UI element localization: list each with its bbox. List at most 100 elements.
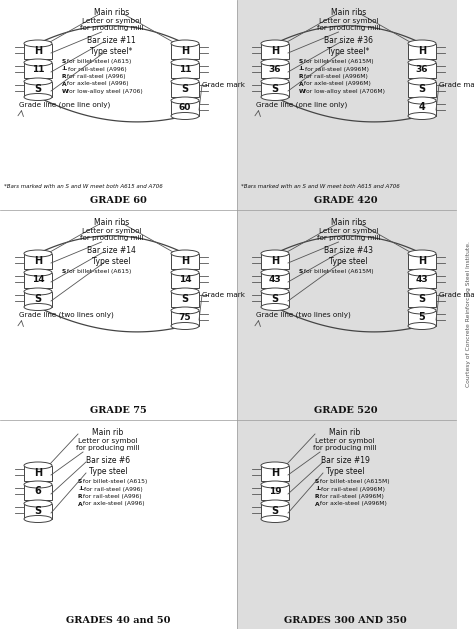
Ellipse shape	[261, 269, 289, 276]
Bar	[171, 62, 199, 78]
Text: GRADES 40 and 50: GRADES 40 and 50	[66, 616, 171, 625]
Bar	[408, 253, 436, 269]
Bar	[408, 311, 436, 326]
Text: 75: 75	[179, 313, 191, 322]
Bar	[261, 62, 289, 78]
Text: .L: .L	[78, 486, 84, 491]
Text: Grade line (one line only): Grade line (one line only)	[19, 102, 110, 108]
Text: S: S	[299, 59, 303, 64]
Bar	[408, 62, 436, 78]
Text: S: S	[315, 479, 319, 484]
Bar	[261, 465, 289, 481]
Text: Letter or symbol
for producing mill: Letter or symbol for producing mill	[317, 228, 380, 241]
Text: for billet-steel (A615): for billet-steel (A615)	[64, 269, 131, 274]
Ellipse shape	[24, 462, 52, 469]
Text: Bar size #11: Bar size #11	[87, 36, 136, 45]
Text: H: H	[418, 45, 426, 55]
Text: 4: 4	[419, 103, 425, 113]
Ellipse shape	[171, 97, 199, 104]
Text: Type steel: Type steel	[92, 257, 131, 266]
Ellipse shape	[408, 269, 436, 276]
Ellipse shape	[261, 462, 289, 469]
Text: Bar size #36: Bar size #36	[324, 36, 373, 45]
Ellipse shape	[171, 288, 199, 295]
Ellipse shape	[24, 250, 52, 257]
Text: for billet-steel (A615): for billet-steel (A615)	[81, 479, 147, 484]
Text: GRADE 520: GRADE 520	[314, 406, 377, 415]
Text: H: H	[418, 255, 426, 265]
Bar	[261, 272, 289, 288]
Text: Type steel: Type steel	[89, 467, 127, 476]
Bar	[171, 101, 199, 116]
Text: for billet-steel (A615): for billet-steel (A615)	[64, 59, 131, 64]
Text: R: R	[315, 494, 319, 499]
Text: Letter or symbol
for producing mill: Letter or symbol for producing mill	[313, 438, 377, 451]
Ellipse shape	[408, 78, 436, 85]
Text: S: S	[182, 84, 189, 94]
Text: S: S	[62, 59, 66, 64]
Text: for rail-steel (A996M): for rail-steel (A996M)	[301, 74, 367, 79]
Bar	[408, 82, 436, 97]
Text: for rail-steel (A996): for rail-steel (A996)	[81, 494, 142, 499]
Text: 19: 19	[269, 487, 281, 496]
Text: R: R	[78, 494, 82, 499]
Bar	[24, 253, 52, 269]
Text: for low-alloy steel (A706): for low-alloy steel (A706)	[64, 89, 143, 94]
Text: Type steel: Type steel	[326, 467, 364, 476]
Text: .L: .L	[299, 67, 305, 72]
Text: 11: 11	[32, 65, 44, 74]
Text: for billet-steel (A615M): for billet-steel (A615M)	[301, 59, 374, 64]
Ellipse shape	[171, 323, 199, 330]
Ellipse shape	[24, 481, 52, 488]
Ellipse shape	[24, 516, 52, 523]
Bar	[24, 62, 52, 78]
Ellipse shape	[261, 516, 289, 523]
Ellipse shape	[408, 113, 436, 120]
Bar	[261, 484, 289, 500]
Bar	[408, 43, 436, 59]
Text: 5: 5	[419, 313, 425, 323]
Ellipse shape	[24, 94, 52, 101]
Text: S: S	[35, 506, 42, 516]
Text: Grade line (two lines only): Grade line (two lines only)	[256, 312, 351, 318]
Text: H: H	[181, 255, 189, 265]
Text: Main ribs: Main ribs	[331, 8, 366, 17]
Bar	[24, 82, 52, 97]
Bar	[24, 43, 52, 59]
Text: Grade line (two lines only): Grade line (two lines only)	[19, 312, 114, 318]
Ellipse shape	[171, 78, 199, 85]
Ellipse shape	[24, 288, 52, 295]
Bar	[237, 0, 457, 629]
Text: Bar size #14: Bar size #14	[87, 246, 136, 255]
Ellipse shape	[171, 250, 199, 257]
Bar	[261, 291, 289, 307]
Ellipse shape	[24, 78, 52, 85]
Text: W: W	[299, 89, 305, 94]
Text: for axle-steel (A996): for axle-steel (A996)	[64, 82, 128, 87]
Text: 43: 43	[416, 275, 428, 284]
Ellipse shape	[261, 304, 289, 311]
Text: S: S	[78, 479, 82, 484]
Text: for rail-steel (A996): for rail-steel (A996)	[64, 74, 125, 79]
Text: .L: .L	[315, 486, 321, 491]
Text: Main rib: Main rib	[329, 428, 361, 437]
Bar	[261, 253, 289, 269]
Text: H: H	[181, 45, 189, 55]
Ellipse shape	[261, 59, 289, 66]
Text: Letter or symbol
for producing mill: Letter or symbol for producing mill	[80, 18, 143, 31]
Text: for rail-steel (A996M): for rail-steel (A996M)	[305, 67, 369, 72]
Text: S: S	[35, 84, 42, 94]
Text: A: A	[299, 82, 303, 87]
Ellipse shape	[24, 500, 52, 507]
Ellipse shape	[408, 288, 436, 295]
Ellipse shape	[408, 40, 436, 47]
Text: GRADE 420: GRADE 420	[314, 196, 377, 205]
Text: 36: 36	[269, 65, 281, 74]
Text: *Bars marked with an S and W meet both A615 and A706: *Bars marked with an S and W meet both A…	[4, 184, 163, 189]
Text: S: S	[272, 506, 279, 516]
Ellipse shape	[24, 269, 52, 276]
Text: for axle-steel (A996): for axle-steel (A996)	[81, 501, 145, 506]
Ellipse shape	[171, 307, 199, 314]
Text: H: H	[34, 45, 42, 55]
Text: Type steel: Type steel	[329, 257, 368, 266]
